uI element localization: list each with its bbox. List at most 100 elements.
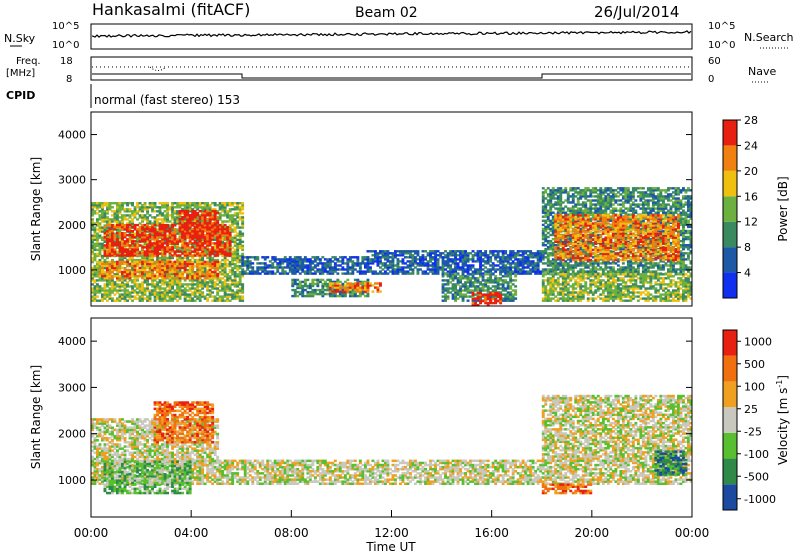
heatmap-cell [551,217,555,220]
heatmap-cell [241,275,245,278]
heatmap-cell [136,227,139,231]
heatmap-cell [91,202,94,205]
heatmap-cell [213,244,217,247]
heatmap-cell [118,260,122,264]
heatmap-cell [506,293,510,296]
heatmap-cell [348,290,352,294]
heatmap-cell [96,238,99,241]
heatmap-cell [471,256,475,259]
heatmap-cell [449,277,452,280]
heatmap-cell [526,262,530,265]
heatmap-cell [251,272,255,275]
heatmap-cell [153,264,157,268]
heatmap-cell [236,226,240,229]
heatmap-cell [203,228,207,231]
heatmap-cell [484,262,488,265]
heatmap-cell [148,283,152,286]
heatmap-cell [524,270,528,273]
heatmap-cell [166,236,169,239]
heatmap-cell [188,236,192,239]
heatmap-cell [206,269,210,272]
heatmap-cell [291,294,295,298]
heatmap-cell [141,281,144,284]
heatmap-cell [193,252,197,256]
heatmap-cell [231,250,235,254]
heatmap-cell [436,270,440,273]
heatmap-cell [226,283,230,286]
heatmap-cell [116,273,119,276]
heatmap-cell [544,250,548,253]
heatmap-cell [106,208,109,211]
heatmap-cell [158,266,162,270]
heatmap-cell [444,268,447,271]
heatmap-cell [131,270,134,274]
heatmap-cell [313,272,317,275]
heatmap-cell [203,283,207,286]
heatmap-cell [223,244,227,247]
heatmap-cell [366,288,370,291]
heatmap-cell [218,240,222,243]
heatmap-cell [141,275,144,278]
heatmap-cell [536,270,540,273]
heatmap-cell [136,244,139,247]
heatmap-cell [106,212,109,215]
heatmap-cell [91,214,94,217]
heatmap-cell [226,214,230,217]
heatmap-cell [173,223,177,227]
heatmap-cell [176,214,179,217]
heatmap-cell [151,246,154,250]
heatmap-cell [131,285,134,288]
heatmap-cell [156,262,159,266]
heatmap-cell [494,256,498,259]
heatmap-cell [226,277,230,280]
heatmap-cell [131,234,134,237]
heatmap-cell [531,260,535,263]
heatmap-cell [113,210,117,213]
heatmap-cell [509,285,513,288]
heatmap-cell [546,268,550,271]
heatmap-cell [131,202,134,205]
heatmap-cell [216,274,220,278]
heatmap-cell [501,293,505,296]
heatmap-cell [141,267,144,270]
heatmap-cell [233,271,237,274]
heatmap-cell [193,216,197,219]
heatmap-cell [238,289,242,292]
heatmap-cell [143,244,147,247]
heatmap-cell [171,218,174,221]
heatmap-cell [101,268,104,272]
heatmap-cell [549,219,553,222]
heatmap-cell [113,214,117,217]
heatmap-cell [191,264,195,268]
heatmap-cell [226,285,230,288]
heatmap-cell [173,252,177,255]
heatmap-cell [419,268,422,271]
heatmap-cell [161,258,164,262]
heatmap-cell [206,299,210,302]
heatmap-cell [113,281,117,284]
heatmap-cell [111,242,114,245]
heatmap-cell [248,272,252,275]
heatmap-cell [511,299,515,302]
heatmap-cell [526,250,530,253]
heatmap-cell [93,281,97,284]
heatmap-cell [489,293,493,297]
heatmap-cell [293,288,297,292]
heatmap-cell [336,264,340,267]
heatmap-cell [273,260,277,263]
heatmap-cell [118,242,122,245]
heatmap-cell [173,281,177,284]
heatmap-cell [108,240,112,243]
heatmap-cell [226,258,230,262]
heatmap-cell [311,290,315,294]
heatmap-cell [148,260,152,264]
heatmap-cell [121,225,124,229]
heatmap-cell [504,299,508,302]
heatmap-cell [188,202,192,205]
heatmap-cell [396,258,400,261]
heatmap-cell [318,272,322,275]
heatmap-cell [384,254,387,257]
heatmap-cell [128,230,132,233]
heatmap-cell [156,281,159,284]
